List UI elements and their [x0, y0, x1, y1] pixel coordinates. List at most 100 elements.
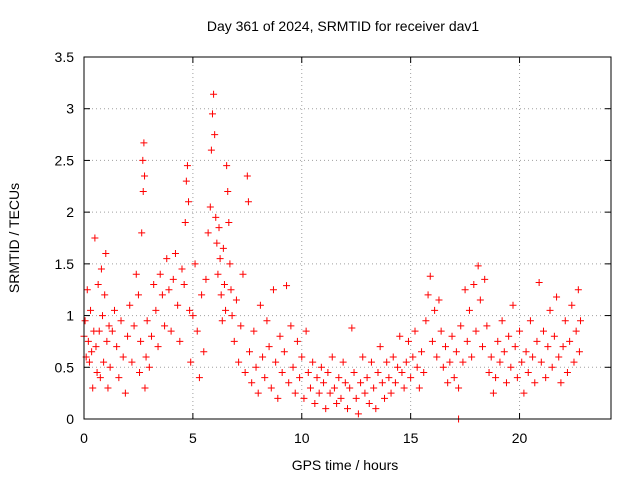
- data-point: [183, 162, 191, 170]
- data-point: [119, 353, 127, 361]
- data-point: [424, 291, 432, 299]
- data-point: [507, 363, 515, 371]
- data-point: [171, 250, 179, 258]
- data-point: [476, 296, 484, 304]
- data-point: [83, 286, 91, 294]
- y-tick-label: 0.5: [55, 359, 75, 375]
- data-point: [220, 281, 228, 289]
- data-point: [227, 286, 235, 294]
- data-point: [142, 353, 150, 361]
- y-tick-label: 3: [66, 101, 74, 117]
- data-point: [145, 363, 153, 371]
- data-point: [206, 203, 214, 211]
- data-point: [446, 358, 454, 366]
- data-point: [241, 368, 249, 376]
- data-point: [485, 368, 493, 376]
- data-point: [559, 343, 567, 351]
- data-point: [518, 358, 526, 366]
- data-point: [313, 374, 321, 382]
- data-point: [150, 281, 158, 289]
- data-point: [372, 405, 380, 413]
- data-point: [391, 379, 399, 387]
- axes: [83, 56, 612, 420]
- data-point: [452, 348, 460, 356]
- data-point: [121, 389, 129, 397]
- data-point: [259, 353, 267, 361]
- data-point: [374, 368, 382, 376]
- chart-title: Day 361 of 2024, SRMTID for receiver dav…: [207, 18, 480, 34]
- data-point: [250, 327, 258, 335]
- data-point: [346, 384, 354, 392]
- x-tick-label: 15: [403, 430, 419, 446]
- data-point: [418, 348, 426, 356]
- data-point: [224, 187, 232, 195]
- data-point: [101, 291, 109, 299]
- data-point: [124, 332, 132, 340]
- data-point: [265, 343, 273, 351]
- data-point: [102, 250, 110, 258]
- data-point: [237, 322, 245, 330]
- data-point: [350, 368, 358, 376]
- data-point: [138, 229, 146, 237]
- data-point: [330, 384, 338, 392]
- data-point: [326, 389, 334, 397]
- data-point: [396, 332, 404, 340]
- data-point: [572, 327, 580, 335]
- data-point: [92, 343, 100, 351]
- data-point: [213, 239, 221, 247]
- data-point: [550, 332, 558, 340]
- data-point: [130, 322, 138, 330]
- data-point: [174, 301, 182, 309]
- data-point: [283, 282, 291, 290]
- x-tick-label: 10: [294, 430, 310, 446]
- data-point: [211, 131, 219, 139]
- data-point: [420, 368, 428, 376]
- data-point: [529, 353, 537, 361]
- data-point: [385, 374, 393, 382]
- data-point: [298, 353, 306, 361]
- data-point: [261, 374, 269, 382]
- data-point: [309, 358, 317, 366]
- data-point: [161, 322, 169, 330]
- data-point: [230, 337, 238, 345]
- data-point: [244, 198, 252, 206]
- data-point: [216, 255, 224, 263]
- data-point: [413, 363, 421, 371]
- data-point: [435, 296, 443, 304]
- y-tick-label: 3.5: [55, 49, 75, 65]
- data-point: [474, 262, 482, 270]
- data-point: [359, 353, 367, 361]
- data-point: [306, 384, 314, 392]
- data-point: [402, 358, 410, 366]
- data-point: [243, 172, 251, 180]
- data-point: [341, 379, 349, 387]
- data-point: [404, 337, 412, 345]
- data-point: [95, 327, 103, 335]
- data-point: [202, 275, 210, 283]
- data-point: [455, 384, 463, 392]
- data-point: [99, 312, 107, 320]
- data-point: [487, 353, 495, 361]
- data-point: [479, 343, 487, 351]
- data-point: [180, 281, 188, 289]
- data-point: [409, 353, 417, 361]
- data-point: [267, 384, 275, 392]
- data-point: [81, 317, 89, 325]
- data-point: [511, 343, 519, 351]
- data-point: [422, 317, 430, 325]
- data-point: [280, 348, 288, 356]
- data-point: [198, 291, 206, 299]
- data-point: [100, 358, 108, 366]
- data-point: [226, 260, 234, 268]
- data-point: [128, 358, 136, 366]
- data-point: [531, 379, 539, 387]
- data-point: [178, 265, 186, 273]
- data-point: [450, 374, 458, 382]
- data-point: [472, 327, 480, 335]
- data-point: [187, 358, 195, 366]
- y-tick-label: 1.5: [55, 256, 75, 272]
- data-point: [577, 317, 585, 325]
- data-point: [85, 358, 93, 366]
- data-point: [337, 394, 345, 402]
- data-point: [437, 327, 445, 335]
